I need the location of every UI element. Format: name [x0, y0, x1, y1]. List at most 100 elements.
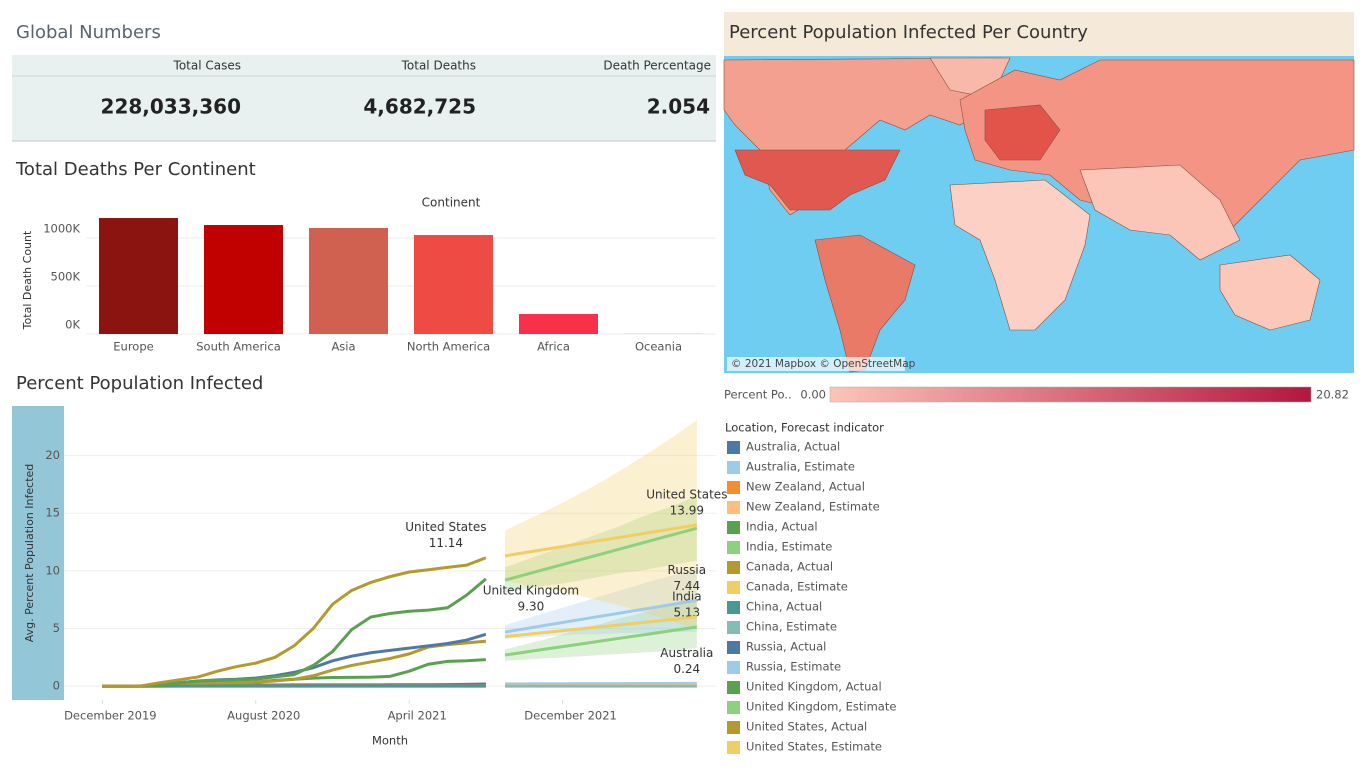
bar: [99, 218, 178, 334]
kpi-header: Death Percentage: [603, 59, 711, 73]
legend-swatch: [727, 461, 740, 474]
forecast-band: [505, 596, 697, 661]
annotation-value: 13.99: [670, 503, 704, 517]
legend-swatch: [727, 581, 740, 594]
legend-swatch: [727, 621, 740, 634]
forecast-band: [505, 419, 697, 630]
legend-swatch: [727, 701, 740, 714]
legend-swatch: [727, 681, 740, 694]
y-axis-title: Total Death Count: [21, 230, 34, 330]
y-tick-label: 0: [53, 679, 60, 693]
y-tick-label: 20: [45, 448, 60, 462]
bar: [414, 235, 493, 334]
series-line: [504, 526, 698, 582]
kpi-title: Global Numbers: [16, 22, 161, 43]
annotation-value: 11.14: [429, 536, 463, 550]
series-line: [102, 556, 487, 688]
legend-label: United Kingdom, Estimate: [746, 700, 896, 714]
map-land: [723, 57, 1355, 373]
x-tick-label: Asia: [331, 340, 355, 354]
legend-label: Russia, Estimate: [746, 660, 841, 674]
bar: [204, 225, 283, 334]
legend-swatch: [727, 661, 740, 674]
attribution-bg: [727, 357, 905, 371]
series-line: [504, 625, 698, 657]
series-line: [504, 598, 698, 634]
x-tick-label: December 2019: [64, 709, 157, 723]
kpi-value: 2.054: [647, 95, 710, 119]
kpi-value: 228,033,360: [101, 95, 241, 119]
annotation-value: 9.30: [518, 599, 545, 613]
color-legend-max: 20.82: [1316, 388, 1349, 402]
y-tick-label: 0K: [65, 318, 80, 332]
kpi-header: Total Deaths: [401, 59, 476, 73]
legend-swatch: [727, 641, 740, 654]
legend-label: United Kingdom, Actual: [746, 680, 882, 694]
europe: [984, 104, 1061, 161]
annotation-label: United States: [646, 487, 727, 501]
x-tick-label: North America: [407, 340, 490, 354]
legend-swatch: [727, 521, 740, 534]
y-tick-label: 5: [53, 621, 60, 635]
africa: [949, 179, 1091, 331]
legend-label: United States, Estimate: [746, 740, 882, 754]
color-legend-min: 0.00: [800, 388, 826, 402]
annotation-label: Australia: [660, 646, 713, 660]
annotation-value: 0.24: [673, 662, 700, 676]
map-attribution: © 2021 Mapbox © OpenStreetMap: [731, 358, 916, 370]
legend-label: Canada, Actual: [746, 560, 833, 574]
legend-label: Australia, Estimate: [746, 460, 855, 474]
x-tick-label: Europe: [113, 340, 153, 354]
map-header: [724, 12, 1354, 56]
y-axis-pane: [12, 406, 64, 700]
kpi-value: 4,682,725: [363, 95, 476, 119]
legend-label: China, Estimate: [746, 620, 837, 634]
legend-swatch: [727, 501, 740, 514]
x-axis-title: Continent: [422, 196, 481, 210]
series-line: [504, 523, 698, 558]
x-tick-label: December 2021: [524, 709, 617, 723]
y-tick-label: 15: [45, 506, 60, 520]
kpi-header: Total Cases: [173, 59, 241, 73]
legend-swatch: [727, 721, 740, 734]
legend-label: India, Estimate: [746, 540, 832, 554]
bar: [519, 314, 598, 334]
legend-title: Location, Forecast indicator: [725, 421, 884, 435]
south-asia: [1079, 164, 1241, 261]
south-america: [814, 234, 916, 373]
legend-label: China, Actual: [746, 600, 822, 614]
legend-label: United States, Actual: [746, 720, 867, 734]
annotation-label: Russia: [668, 563, 707, 577]
legend-label: Russia, Actual: [746, 640, 826, 654]
series-line: [102, 577, 487, 688]
y-tick-label: 10: [45, 563, 60, 577]
bar: [309, 228, 388, 334]
legend-label: New Zealand, Actual: [746, 480, 865, 494]
legend-label: Australia, Actual: [746, 440, 840, 454]
y-axis-title: Avg. Percent Population Infected: [23, 464, 36, 643]
x-axis-title: Month: [372, 734, 408, 748]
x-tick-label: South America: [196, 340, 281, 354]
chart-title: Total Deaths Per Continent: [15, 159, 256, 180]
legend-swatch: [727, 541, 740, 554]
kpi-table: [12, 55, 716, 141]
x-tick-label: August 2020: [227, 709, 300, 723]
legend-swatch: [727, 561, 740, 574]
annotation-label: United States: [405, 520, 486, 534]
color-legend-label: Percent Po..: [724, 388, 792, 402]
y-tick-label: 1000K: [43, 222, 80, 236]
legend-label: New Zealand, Estimate: [746, 500, 880, 514]
color-legend-ramp: [829, 386, 1312, 403]
australia: [1219, 254, 1321, 331]
legend-swatch: [727, 481, 740, 494]
legend-label: India, Actual: [746, 520, 818, 534]
series-line: [504, 615, 697, 639]
legend-label: Canada, Estimate: [746, 580, 848, 594]
chart-title: Percent Population Infected: [16, 373, 263, 394]
annotation-value: 7.44: [673, 579, 700, 593]
legend-swatch: [727, 741, 740, 754]
x-tick-label: April 2021: [388, 709, 447, 723]
legend-swatch: [727, 601, 740, 614]
y-tick-label: 500K: [51, 270, 81, 284]
